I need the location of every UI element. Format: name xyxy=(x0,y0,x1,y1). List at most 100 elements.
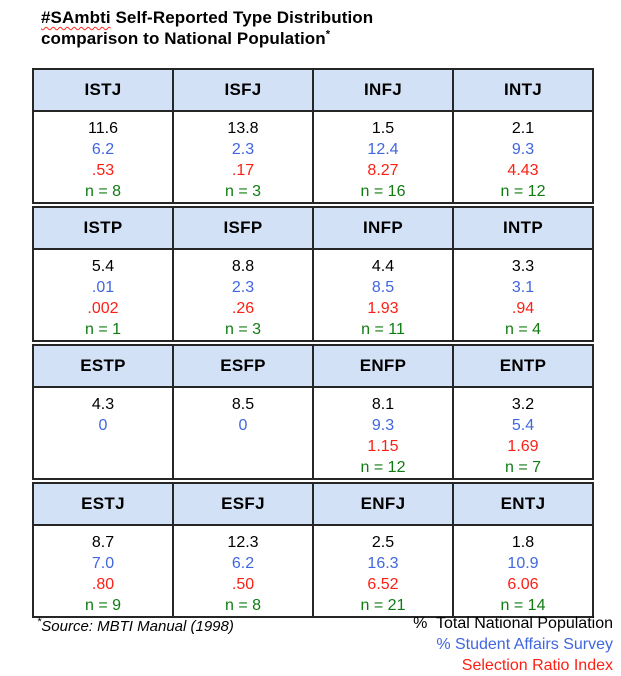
national-percent: 1.5 xyxy=(371,120,395,137)
selection-ratio: 6.06 xyxy=(507,576,539,593)
type-cell-esfp: 8.5 0 xyxy=(172,386,314,480)
header-row: ISTJ ISFJ INFJ INTJ xyxy=(32,68,594,112)
mbti-type-table: ISTJ ISFJ INFJ INTJ 11.6 6.2 .53 n = 8 1… xyxy=(32,68,594,620)
selection-ratio: .50 xyxy=(231,576,255,593)
type-cell-isfp: 8.8 2.3 .26 n = 3 xyxy=(172,248,314,342)
sample-count: n = 3 xyxy=(224,321,262,338)
national-percent: 8.7 xyxy=(91,534,115,551)
type-group-row-3: ESTP ESFP ENFP ENTP 4.3 0 8.5 0 xyxy=(32,344,594,480)
sample-count: n = 12 xyxy=(500,183,546,200)
source-text: Source: MBTI Manual (1998) xyxy=(41,618,234,635)
sample-count: n = 16 xyxy=(360,183,406,200)
national-percent: 8.8 xyxy=(231,258,255,275)
selection-ratio: 6.52 xyxy=(367,576,399,593)
selection-ratio xyxy=(174,436,312,457)
sample-count: n = 3 xyxy=(224,183,262,200)
type-cell-isfj: 13.8 2.3 .17 n = 3 xyxy=(172,110,314,204)
type-cell-istp: 5.4 .01 .002 n = 1 xyxy=(32,248,174,342)
data-row: 5.4 .01 .002 n = 1 8.8 2.3 .26 n = 3 4.4… xyxy=(32,248,594,342)
title-line-2: comparison to National Population* xyxy=(41,28,331,48)
survey-percent: 9.3 xyxy=(371,417,395,434)
sample-count: n = 8 xyxy=(84,183,122,200)
sample-count xyxy=(34,457,172,478)
national-percent: 1.8 xyxy=(511,534,535,551)
type-header-entj: ENTJ xyxy=(452,482,594,526)
source-citation: *Source: MBTI Manual (1998) xyxy=(37,617,234,636)
title-misspelled-word: #SAmbti xyxy=(41,8,111,27)
source-footnote-marker: * xyxy=(37,616,42,628)
survey-percent: 7.0 xyxy=(91,555,115,572)
legend-selection-ratio-index: Selection Ratio Index xyxy=(461,657,613,674)
survey-percent: 6.2 xyxy=(91,141,115,158)
sample-count xyxy=(174,457,312,478)
selection-ratio: .26 xyxy=(231,300,255,317)
type-cell-entp: 3.2 5.4 1.69 n = 7 xyxy=(452,386,594,480)
national-percent: 8.1 xyxy=(371,396,395,413)
type-header-infj: INFJ xyxy=(312,68,454,112)
selection-ratio: 1.69 xyxy=(507,438,539,455)
type-group-row-4: ESTJ ESFJ ENFJ ENTJ 8.7 7.0 .80 n = 9 12… xyxy=(32,482,594,618)
type-header-isfp: ISFP xyxy=(172,206,314,250)
type-cell-infp: 4.4 8.5 1.93 n = 11 xyxy=(312,248,454,342)
type-cell-intp: 3.3 3.1 .94 n = 4 xyxy=(452,248,594,342)
type-header-enfp: ENFP xyxy=(312,344,454,388)
type-cell-estp: 4.3 0 xyxy=(32,386,174,480)
selection-ratio xyxy=(34,436,172,457)
survey-percent: 2.3 xyxy=(231,279,255,296)
legend-student-affairs-survey: % Student Affairs Survey xyxy=(436,636,613,653)
header-row: ESTJ ESFJ ENFJ ENTJ xyxy=(32,482,594,526)
national-percent: 8.5 xyxy=(231,396,255,413)
type-cell-enfp: 8.1 9.3 1.15 n = 12 xyxy=(312,386,454,480)
sample-count: n = 11 xyxy=(361,321,405,338)
survey-percent: 10.9 xyxy=(507,555,539,572)
survey-percent: .01 xyxy=(91,279,115,296)
selection-ratio: .17 xyxy=(231,162,255,179)
sample-count: n = 12 xyxy=(360,459,406,476)
type-header-esfj: ESFJ xyxy=(172,482,314,526)
type-header-intp: INTP xyxy=(452,206,594,250)
type-cell-esfj: 12.3 6.2 .50 n = 8 xyxy=(172,524,314,618)
selection-ratio: .002 xyxy=(87,300,119,317)
national-percent: 2.5 xyxy=(371,534,395,551)
selection-ratio: 1.93 xyxy=(367,300,399,317)
type-group-row-1: ISTJ ISFJ INFJ INTJ 11.6 6.2 .53 n = 8 1… xyxy=(32,68,594,204)
survey-percent: 9.3 xyxy=(511,141,535,158)
type-header-intj: INTJ xyxy=(452,68,594,112)
sample-count: n = 1 xyxy=(84,321,122,338)
type-header-entp: ENTP xyxy=(452,344,594,388)
selection-ratio: 8.27 xyxy=(367,162,399,179)
sample-count: n = 14 xyxy=(500,597,546,614)
sample-count: n = 7 xyxy=(504,459,542,476)
type-cell-istj: 11.6 6.2 .53 n = 8 xyxy=(32,110,174,204)
survey-percent: 3.1 xyxy=(511,279,535,296)
selection-ratio: 4.43 xyxy=(507,162,539,179)
type-header-istj: ISTJ xyxy=(32,68,174,112)
survey-percent: 8.5 xyxy=(371,279,395,296)
type-cell-intj: 2.1 9.3 4.43 n = 12 xyxy=(452,110,594,204)
sample-count: n = 4 xyxy=(504,321,542,338)
national-percent: 13.8 xyxy=(227,120,259,137)
page-title: #SAmbti Self-Reported Type Distribution … xyxy=(41,7,373,49)
type-header-estp: ESTP xyxy=(32,344,174,388)
type-group-row-2: ISTP ISFP INFP INTP 5.4 .01 .002 n = 1 8… xyxy=(32,206,594,342)
national-percent: 5.4 xyxy=(91,258,115,275)
type-header-esfp: ESFP xyxy=(172,344,314,388)
national-percent: 4.3 xyxy=(91,396,115,413)
national-percent: 2.1 xyxy=(511,120,535,137)
type-header-isfj: ISFJ xyxy=(172,68,314,112)
national-percent: 12.3 xyxy=(227,534,259,551)
type-header-estj: ESTJ xyxy=(32,482,174,526)
survey-percent: 0 xyxy=(98,417,108,434)
survey-percent: 2.3 xyxy=(231,141,255,158)
sample-count: n = 8 xyxy=(224,597,262,614)
national-percent: 3.2 xyxy=(511,396,535,413)
header-row: ISTP ISFP INFP INTP xyxy=(32,206,594,250)
type-header-istp: ISTP xyxy=(32,206,174,250)
title-line-1: #SAmbti Self-Reported Type Distribution xyxy=(41,7,373,28)
national-percent: 3.3 xyxy=(511,258,535,275)
sample-count: n = 21 xyxy=(360,597,406,614)
legend-national-population: % Total National Population xyxy=(413,615,613,632)
title-footnote-marker: * xyxy=(325,28,331,41)
type-cell-entj: 1.8 10.9 6.06 n = 14 xyxy=(452,524,594,618)
